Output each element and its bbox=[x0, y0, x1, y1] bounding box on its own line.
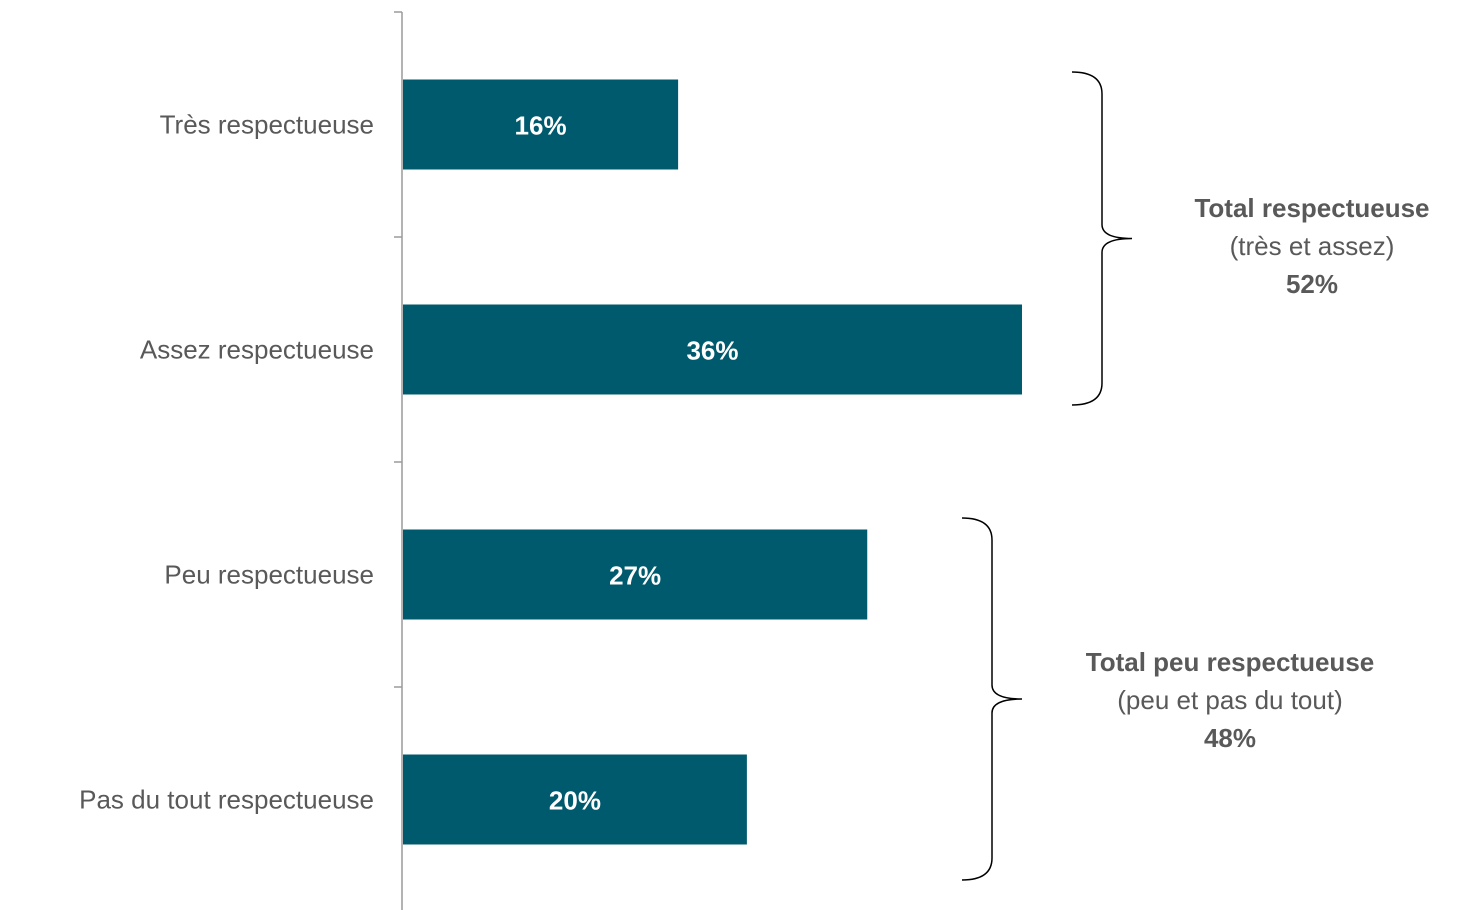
bar-value-label: 20% bbox=[549, 786, 601, 816]
bar-value-labels: 16% 36% 27% 20% bbox=[515, 111, 739, 816]
group-title: Total respectueuse bbox=[1194, 193, 1429, 223]
category-label: Très respectueuse bbox=[160, 110, 374, 140]
y-axis-ticks bbox=[394, 11, 402, 688]
bar bbox=[403, 754, 747, 845]
bar-value-label: 36% bbox=[686, 336, 738, 366]
category-label: Pas du tout respectueuse bbox=[79, 785, 374, 815]
group-bracket bbox=[961, 517, 1023, 881]
group-subtitle: (très et assez) bbox=[1230, 231, 1395, 261]
group-brackets bbox=[961, 71, 1133, 881]
group-subtitle: (peu et pas du tout) bbox=[1117, 685, 1342, 715]
group-title: Total peu respectueuse bbox=[1086, 647, 1375, 677]
bar-value-label: 27% bbox=[609, 561, 661, 591]
bars-group bbox=[403, 79, 1022, 845]
bar bbox=[403, 529, 868, 620]
bar-value-label: 16% bbox=[515, 111, 567, 141]
group-bracket bbox=[1071, 71, 1133, 406]
group-annotations: Total respectueuse (très et assez) 52% Tota… bbox=[1086, 193, 1430, 753]
group-total: 48% bbox=[1204, 723, 1256, 753]
category-labels: Très respectueuse Assez respectueuse Peu r… bbox=[79, 110, 374, 815]
bar bbox=[403, 79, 679, 170]
category-label: Assez respectueuse bbox=[140, 335, 374, 365]
bar bbox=[403, 304, 1022, 395]
category-label: Peu respectueuse bbox=[164, 560, 374, 590]
group-total: 52% bbox=[1286, 269, 1338, 299]
